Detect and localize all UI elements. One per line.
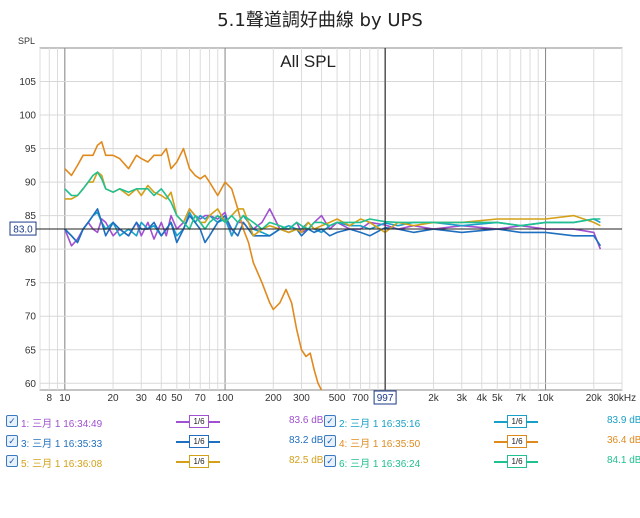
smoothing-selector[interactable]: 1/6 [494,455,538,468]
x-tick-label: 10 [59,393,71,404]
smoothing-selector[interactable]: 1/6 [494,435,538,448]
smoothing-selector[interactable]: 1/6 [176,435,220,448]
y-tick-label: 80 [25,245,37,256]
series-checkbox[interactable]: ✓ [6,415,18,427]
series-level: 83.6 dB [289,415,324,426]
x-tick-label: 70 [195,393,207,404]
legend-series-name: 2: 三月 1 16:35:16 [339,419,421,430]
x-tick-label: 30kHz [608,393,636,404]
smoothing-selector[interactable]: 1/6 [494,415,538,428]
smoothing-value: 1/6 [507,415,527,428]
smoothing-selector[interactable]: 1/6 [176,415,220,428]
cursor-x-label: 997 [377,393,394,404]
chart-title: 5.1聲道調好曲線 by UPS [217,10,423,31]
y-tick-label: 90 [25,178,37,189]
legend-series-name: 3: 三月 1 16:35:33 [21,439,103,450]
x-tick-label: 200 [265,393,282,404]
smoothing-value: 1/6 [189,455,209,468]
x-tick-label: 4k [476,393,488,404]
legend-series-name: 5: 三月 1 16:36:08 [21,459,103,470]
x-tick-label: 20 [107,393,119,404]
smoothing-value: 1/6 [507,455,527,468]
x-tick-label: 20k [586,393,603,404]
series-level: 82.5 dB [289,455,324,466]
cursor-y-box [9,221,37,236]
legend: ✓ 1: 三月 1 16:34:49 1/6 83.6 dB ✓ 2: 三月 1 16:3… [0,410,640,470]
x-tick-label: 30 [136,393,148,404]
series-checkbox[interactable]: ✓ [6,435,18,447]
y-tick-label: 75 [25,278,37,289]
x-tick-label: 5k [492,393,504,404]
x-tick-label: 3k [456,393,468,404]
cursor-y-label: 83.0 [13,225,33,236]
x-tick-label: 50 [171,393,183,404]
x-tick-label: 2k [428,393,440,404]
series-line-4 [64,141,323,391]
series-level: 83.9 dB [607,415,640,426]
x-tick-label: 300 [293,393,310,404]
legend-series-name: 6: 三月 1 16:36:24 [339,459,421,470]
y-axis-label: SPL [18,36,35,46]
cursor-x-box [373,390,397,405]
y-tick-label: 65 [25,345,37,356]
x-tick-label: 40 [156,393,168,404]
x-tick-label: 8 [47,393,53,404]
y-tick-label: 70 [25,312,37,323]
series-checkbox[interactable]: ✓ [324,455,336,467]
spl-chart: 60 65 70 75 80 85 90 95 100 105 SPL 8 10 20 30 40 50 70 10… [9,36,636,405]
series-level: 83.2 dB [289,435,324,446]
smoothing-value: 1/6 [507,435,527,448]
x-tick-label: 700 [352,393,369,404]
y-tick-label: 95 [25,144,37,155]
y-tick-label: 100 [19,111,36,122]
legend-series-name: 4: 三月 1 16:35:50 [339,439,421,450]
series-checkbox[interactable]: ✓ [6,455,18,467]
series-checkbox[interactable]: ✓ [324,415,336,427]
series-line-6 [64,171,601,230]
legend-series-name: 1: 三月 1 16:34:49 [21,419,103,430]
y-tick-label: 105 [19,77,36,88]
y-tick-label: 60 [25,379,37,390]
x-tick-label: 10k [537,393,554,404]
series-checkbox[interactable]: ✓ [324,435,336,447]
smoothing-selector[interactable]: 1/6 [176,455,220,468]
smoothing-value: 1/6 [189,435,209,448]
x-tick-label: 7k [515,393,527,404]
y-tick-label: 85 [25,211,37,222]
series-level: 84.1 dB [607,455,640,466]
smoothing-value: 1/6 [189,415,209,428]
x-tick-label: 500 [329,393,346,404]
series-level: 36.4 dB [607,435,640,446]
x-tick-label: 100 [217,393,234,404]
plot-inner-title: All SPL [280,52,336,71]
